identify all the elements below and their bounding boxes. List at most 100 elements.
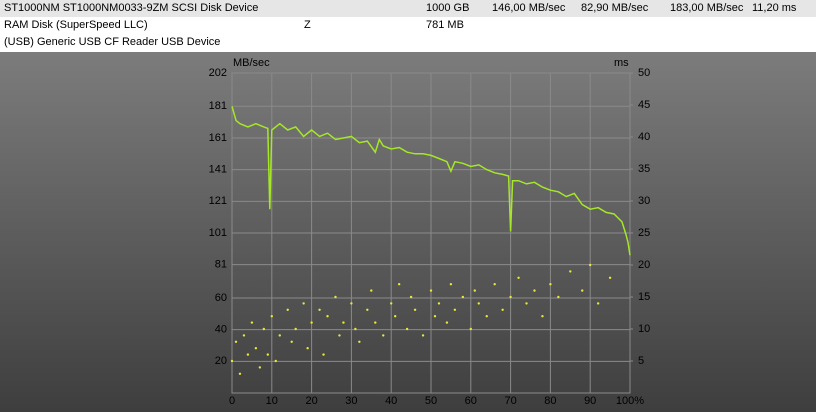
- table-cell: ST1000NM ST1000NM0033-9ZM SCSI Disk Devi…: [4, 2, 259, 14]
- access-time-point: [569, 270, 572, 273]
- y2-tick-label: 25: [638, 227, 650, 239]
- x-tick-label: 70: [504, 395, 516, 407]
- access-time-point: [250, 321, 254, 324]
- y-tick-label: 141: [209, 164, 227, 176]
- x-tick-label: 100%: [616, 395, 644, 407]
- y2-tick-label: 5: [638, 355, 644, 367]
- access-time-point: [421, 334, 425, 337]
- access-time-point: [286, 308, 289, 311]
- access-time-point: [350, 302, 353, 305]
- y2-tick-label: 20: [638, 259, 650, 271]
- access-time-point: [274, 359, 277, 363]
- table-cell: Z: [304, 19, 311, 31]
- access-time-point: [453, 308, 457, 311]
- access-time-point: [258, 366, 262, 369]
- access-time-point: [326, 315, 329, 318]
- table-cell: 82,90 MB/sec: [581, 2, 649, 14]
- access-time-point: [266, 353, 270, 356]
- access-time-point: [549, 283, 552, 286]
- transfer-rate-line: [231, 106, 631, 256]
- access-time-point: [306, 347, 309, 350]
- access-time-point: [254, 347, 258, 350]
- access-time-point: [589, 263, 592, 267]
- access-time-point: [469, 327, 472, 331]
- access-time-point: [262, 327, 266, 331]
- x-tick-label: 20: [305, 395, 317, 407]
- access-time-point: [433, 315, 437, 318]
- access-time-point: [294, 327, 297, 331]
- y-tick-label: 121: [209, 195, 227, 207]
- access-time-point: [366, 308, 369, 311]
- table-cell: 146,00 MB/sec: [492, 2, 566, 14]
- access-time-point: [238, 372, 242, 375]
- access-time-point: [397, 283, 401, 286]
- y-tick-label: 40: [215, 324, 227, 336]
- access-time-point: [413, 308, 417, 311]
- chart: MB/sec ms 0 10 20 30 40 50 60 70 80 90 100% 20 40 60 8…: [0, 52, 816, 412]
- access-time-point: [242, 334, 246, 337]
- access-time-point: [477, 302, 480, 305]
- access-time-point: [461, 295, 465, 299]
- access-time-point: [509, 295, 512, 299]
- table-cell: 183,00 MB/sec: [670, 2, 744, 14]
- table-row[interactable]: RAM Disk (SuperSpeed LLC) Z 781 MB: [0, 17, 816, 34]
- y-tick-label: 81: [215, 259, 227, 271]
- x-tick-label: 40: [385, 395, 397, 407]
- y-tick-label: 161: [209, 132, 227, 144]
- x-tick-label: 0: [229, 395, 235, 407]
- access-time-point: [449, 283, 453, 286]
- access-time-point: [246, 353, 250, 356]
- x-tick-label: 10: [266, 395, 278, 407]
- access-time-point: [318, 308, 321, 311]
- access-time-point: [358, 340, 361, 343]
- access-time-point: [409, 295, 413, 299]
- y-tick-label: 181: [209, 100, 227, 112]
- y-tick-label: 60: [215, 292, 227, 304]
- access-time-point: [382, 334, 385, 337]
- table-cell: 11,20 ms: [752, 2, 797, 14]
- access-time-point: [445, 321, 449, 324]
- access-time-point: [405, 327, 409, 331]
- y-axis-label: MB/sec: [233, 57, 270, 69]
- y2-tick-label: 35: [638, 163, 650, 175]
- table-row[interactable]: ST1000NM ST1000NM0033-9ZM SCSI Disk Devi…: [0, 0, 816, 17]
- access-time-point: [354, 327, 357, 331]
- table-row[interactable]: (USB) Generic USB CF Reader USB Device: [0, 34, 816, 51]
- access-time-point: [517, 276, 520, 279]
- y2-tick-label: 30: [638, 195, 650, 207]
- access-time-point: [342, 321, 345, 324]
- y-tick-label: 202: [209, 67, 227, 79]
- access-time-point: [374, 321, 377, 324]
- access-time-point: [334, 295, 337, 299]
- y2-tick-label: 40: [638, 131, 650, 143]
- y2-tick-label: 45: [638, 99, 650, 111]
- chart-background: [0, 52, 816, 412]
- access-time-point: [390, 302, 393, 305]
- access-time-point: [278, 334, 281, 337]
- x-tick-label: 30: [345, 395, 357, 407]
- access-time-point: [608, 276, 612, 279]
- x-tick-label: 90: [584, 395, 596, 407]
- access-time-point: [429, 289, 433, 292]
- access-time-point: [310, 321, 313, 324]
- access-time-point: [525, 302, 528, 305]
- access-time-point: [501, 308, 504, 311]
- access-time-point: [322, 353, 325, 356]
- access-time-point: [234, 340, 238, 343]
- access-time-point: [557, 295, 560, 299]
- y-tick-label: 101: [209, 227, 227, 239]
- access-time-point: [485, 315, 488, 318]
- access-time-point: [393, 315, 397, 318]
- x-tick-label: 60: [465, 395, 477, 407]
- access-time-point: [230, 359, 234, 363]
- access-time-point: [270, 315, 273, 318]
- table-cell: 781 MB: [426, 19, 464, 31]
- access-time-point: [302, 302, 305, 305]
- y2-tick-label: 10: [638, 323, 650, 335]
- y2-tick-label: 15: [638, 291, 650, 303]
- y-tick-label: 20: [215, 355, 227, 367]
- y2-tick-label: 50: [638, 67, 650, 79]
- table-cell: RAM Disk (SuperSpeed LLC): [4, 19, 148, 31]
- access-time-point: [533, 289, 536, 292]
- access-time-point: [541, 315, 544, 318]
